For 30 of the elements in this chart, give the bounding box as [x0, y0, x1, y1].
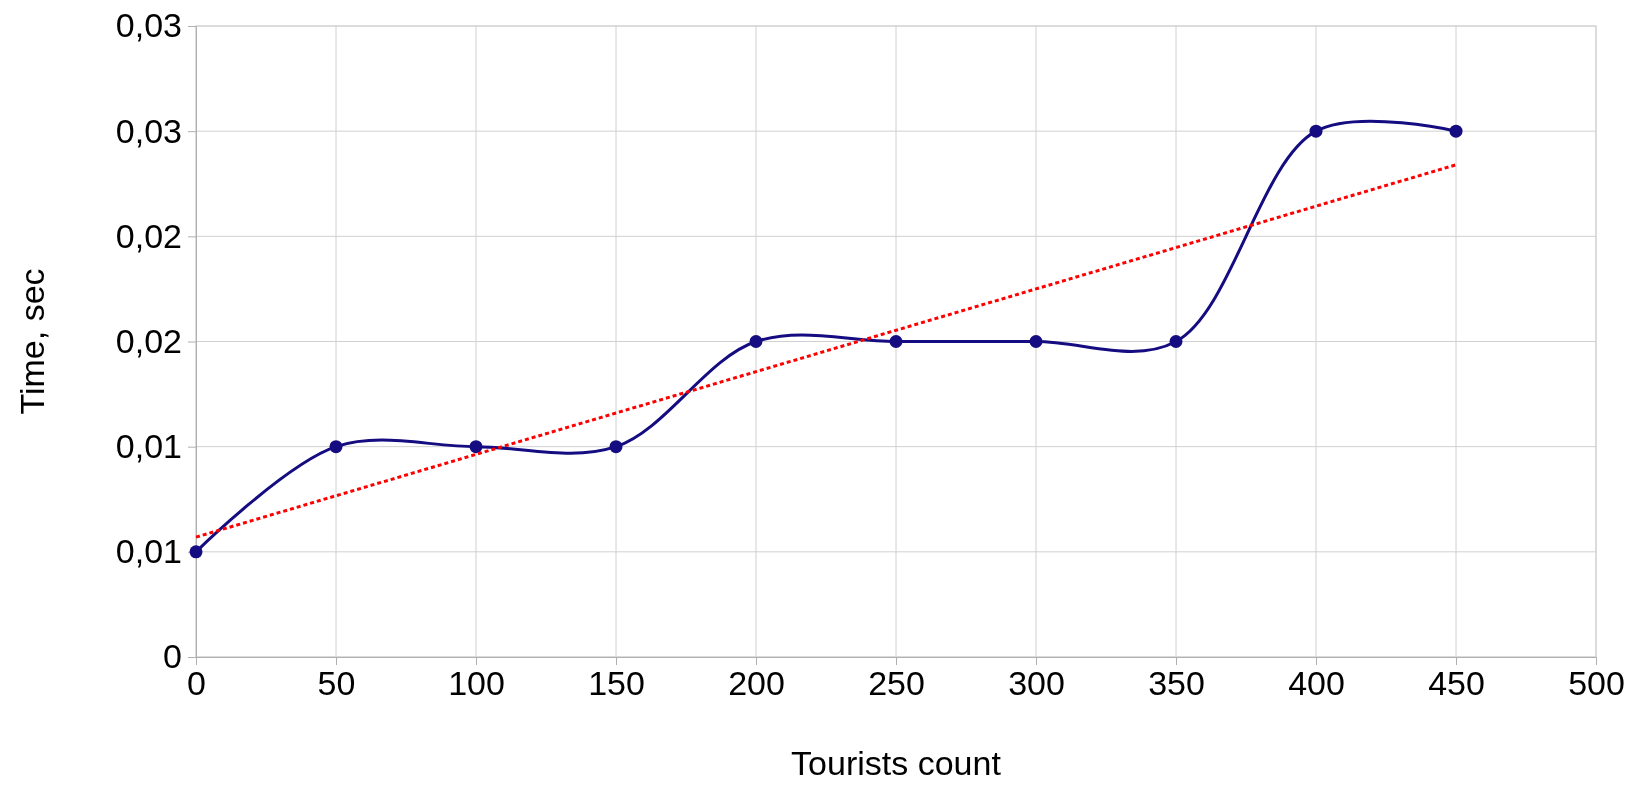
point	[1449, 124, 1463, 138]
x-tick-label: 150	[588, 664, 645, 703]
point	[609, 440, 623, 454]
x-tick-label: 100	[448, 664, 505, 703]
point	[469, 440, 483, 454]
y-tick-label: 0,03	[115, 111, 182, 150]
x-tick-label: 450	[1428, 664, 1485, 703]
y-tick-label: 0,01	[115, 532, 182, 571]
x-tick-label: 350	[1148, 664, 1205, 703]
y-tick-label: 0	[163, 637, 182, 676]
x-tick-label: 400	[1288, 664, 1345, 703]
x-axis-title: Tourists count	[791, 744, 1002, 782]
point	[1029, 335, 1043, 348]
point	[329, 440, 343, 454]
y-tick-label: 0,03	[115, 6, 182, 45]
x-tick-label: 0	[187, 664, 206, 703]
point	[189, 545, 203, 559]
y-axis-title: Time, sec	[13, 268, 51, 415]
x-tick-label: 300	[1008, 664, 1065, 703]
y-tick-label: 0,02	[115, 321, 182, 360]
point	[889, 335, 903, 348]
x-tick-label: 250	[868, 664, 925, 703]
x-tick-label: 50	[317, 664, 356, 703]
point	[1169, 335, 1183, 348]
y-tick-label: 0,02	[115, 216, 182, 255]
point	[749, 335, 763, 348]
x-tick-label: 200	[728, 664, 785, 703]
y-tick-label: 0,01	[115, 427, 182, 466]
point	[1309, 124, 1323, 138]
x-tick-label: 500	[1568, 664, 1625, 703]
